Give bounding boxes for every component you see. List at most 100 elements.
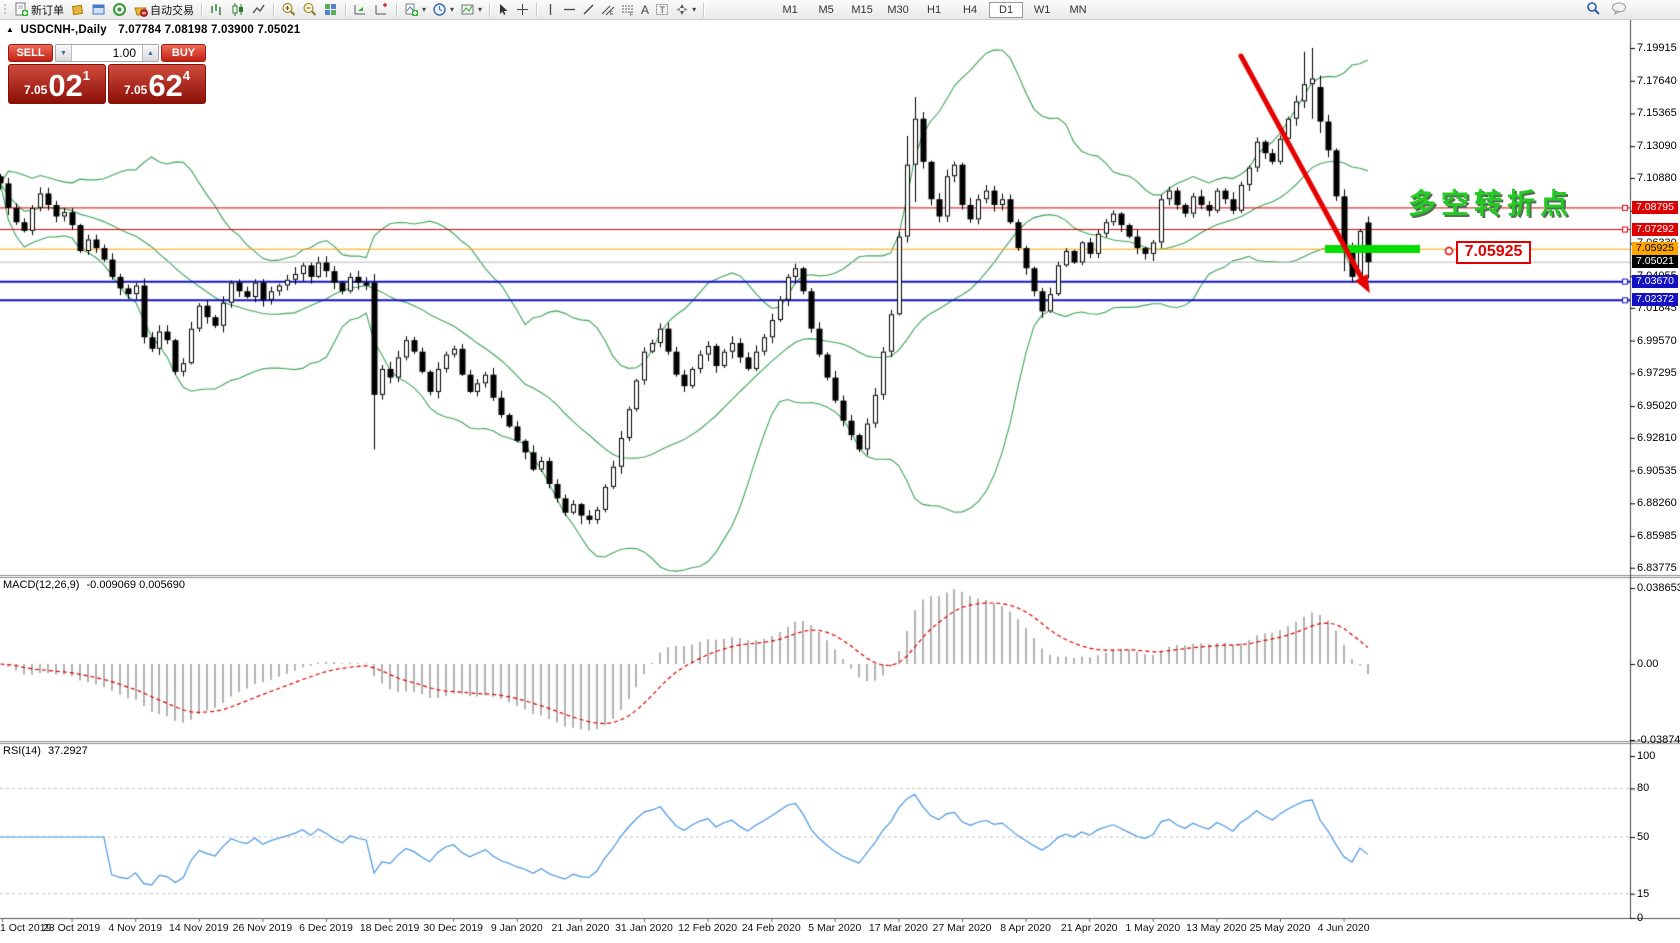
rsi-axis-label: 50 [1637, 831, 1650, 843]
timeframe-m15[interactable]: M15 [851, 3, 873, 16]
candlestick-icon [232, 3, 243, 16]
date-axis-label: 5 Mar 2020 [808, 922, 862, 934]
toolbar-separator [396, 2, 397, 17]
timeframe-m30[interactable]: M30 [887, 3, 909, 16]
text-label-tool-button[interactable]: T [652, 1, 672, 18]
price-axis-label: 6.99570 [1637, 334, 1677, 347]
crosshair-tool-button[interactable] [513, 1, 532, 18]
periods-button[interactable]: ▾ [429, 1, 457, 18]
date-axis-label: 27 Mar 2020 [932, 922, 992, 934]
profiles-button[interactable] [88, 1, 109, 18]
price-chart-canvas[interactable] [0, 19, 1680, 943]
price-level-label: 7.07292 [1632, 222, 1678, 236]
buy-price-small: 7.05 [123, 83, 148, 97]
sell-button[interactable]: SELL [8, 44, 53, 62]
zoom-in-button[interactable] [278, 1, 299, 18]
price-axis-label: 6.97295 [1637, 367, 1677, 380]
line-chart-mode-button[interactable] [248, 1, 269, 18]
toolbar-separator [536, 2, 538, 17]
date-axis-label: 25 May 2020 [1249, 922, 1311, 934]
data-window-icon [375, 3, 387, 15]
timeframe-h1[interactable]: H1 [927, 3, 942, 16]
price-axis-label: 6.90535 [1637, 464, 1677, 477]
svg-text:F: F [630, 12, 633, 16]
trendline-tool-button[interactable] [579, 1, 598, 18]
date-axis-label: 8 Apr 2020 [1000, 922, 1051, 934]
buy-price-sup: 4 [182, 68, 191, 83]
toolbar-separator [345, 2, 346, 17]
one-click-collapse-icon[interactable]: ▲ [6, 25, 15, 34]
date-axis-label: 4 Nov 2019 [108, 922, 163, 934]
chat-icon[interactable] [1611, 1, 1628, 16]
data-window-button[interactable] [371, 1, 392, 18]
timeframe-m1[interactable]: M1 [782, 3, 798, 16]
price-level-label: 7.03670 [1632, 274, 1678, 288]
timeframe-w1[interactable]: W1 [1033, 3, 1051, 16]
macd-indicator-label: MACD(12,26,9) -0.009069 0.005690 [3, 579, 185, 591]
indicators-button[interactable]: ▾ [401, 1, 429, 18]
timeframe-d1[interactable]: D1 [989, 1, 1024, 18]
chart-templates-button[interactable] [67, 1, 88, 18]
cube-icon [71, 4, 84, 16]
timeframe-m5[interactable]: M5 [818, 3, 834, 16]
rsi-axis-label: 80 [1637, 782, 1650, 795]
chevron-down-icon: ▾ [422, 5, 427, 14]
bar-chart-mode-button[interactable] [206, 1, 227, 18]
svg-text:E: E [610, 11, 614, 16]
toolbar-separator [489, 2, 491, 17]
cursor-tool-button[interactable] [494, 1, 513, 18]
rsi-indicator-label: RSI(14) 37.2927 [3, 745, 88, 757]
template-icon [461, 4, 474, 15]
timeframe-mn[interactable]: MN [1069, 3, 1087, 16]
auto-trading-button[interactable]: 自动交易 [130, 1, 197, 18]
new-order-button[interactable]: 新订单 [11, 1, 67, 18]
vertical-line-tool-button[interactable] [541, 1, 560, 18]
zoom-in-icon [282, 3, 296, 16]
arrows-tool-button[interactable]: ▾ [672, 1, 699, 18]
fibonacci-icon: F [622, 5, 633, 16]
template-button[interactable]: ▾ [457, 1, 485, 18]
navigator-icon [113, 3, 126, 16]
price-level-label: 7.02372 [1632, 293, 1678, 307]
macd-axis-label: 0.00 [1637, 658, 1659, 670]
price-level-label: 7.05925 [1632, 242, 1678, 256]
volume-input[interactable] [72, 45, 142, 61]
chevron-down-icon: ▾ [692, 5, 697, 14]
zoom-out-button[interactable] [299, 1, 320, 18]
tile-windows-button[interactable] [320, 1, 341, 18]
sell-price-display[interactable]: 7.05 02 1 [8, 64, 106, 104]
horizontal-line-tool-button[interactable] [560, 1, 579, 18]
date-axis-label: 13 May 2020 [1186, 922, 1247, 934]
price-axis-label: 6.92810 [1637, 431, 1677, 444]
text-tool-button[interactable]: A [638, 1, 652, 18]
crosshair-icon [517, 4, 529, 15]
rsi-axis-label: 15 [1637, 887, 1650, 900]
strategy-tester-button[interactable] [350, 1, 371, 18]
volume-decrease-button[interactable]: ▼ [56, 45, 72, 61]
volume-increase-button[interactable]: ▲ [142, 45, 158, 61]
turning-point-annotation[interactable]: 多空转折点 [1408, 188, 1574, 219]
buy-button[interactable]: BUY [161, 44, 206, 62]
channel-tool-button[interactable]: E [598, 1, 618, 18]
macd-values: -0.009069 0.005690 [86, 579, 185, 591]
timeframe-h4[interactable]: H4 [963, 3, 978, 16]
date-axis-label: 24 Feb 2020 [741, 922, 801, 934]
cursor-icon [500, 4, 508, 15]
search-icon[interactable] [1586, 1, 1601, 16]
tile-windows-icon [325, 4, 336, 15]
toolbar-drag-handle[interactable] [3, 3, 8, 16]
bar-chart-icon [211, 4, 221, 15]
volume-spinner: ▼ ▲ [55, 44, 159, 62]
price-axis-label: 7.17640 [1637, 74, 1677, 87]
navigator-button[interactable] [109, 1, 130, 18]
price-tag-annotation[interactable]: 7.05925 [1456, 241, 1531, 264]
date-axis-label: 4 Jun 2020 [1317, 922, 1370, 934]
candlestick-mode-button[interactable] [227, 1, 248, 18]
zoom-out-icon [303, 3, 317, 16]
text-tool-icon: A [641, 2, 650, 17]
fibonacci-tool-button[interactable]: F [618, 1, 638, 18]
buy-price-display[interactable]: 7.05 62 4 [108, 64, 206, 104]
price-axis-label: 7.10880 [1637, 171, 1677, 184]
date-axis-label: 18 Dec 2019 [359, 922, 420, 934]
